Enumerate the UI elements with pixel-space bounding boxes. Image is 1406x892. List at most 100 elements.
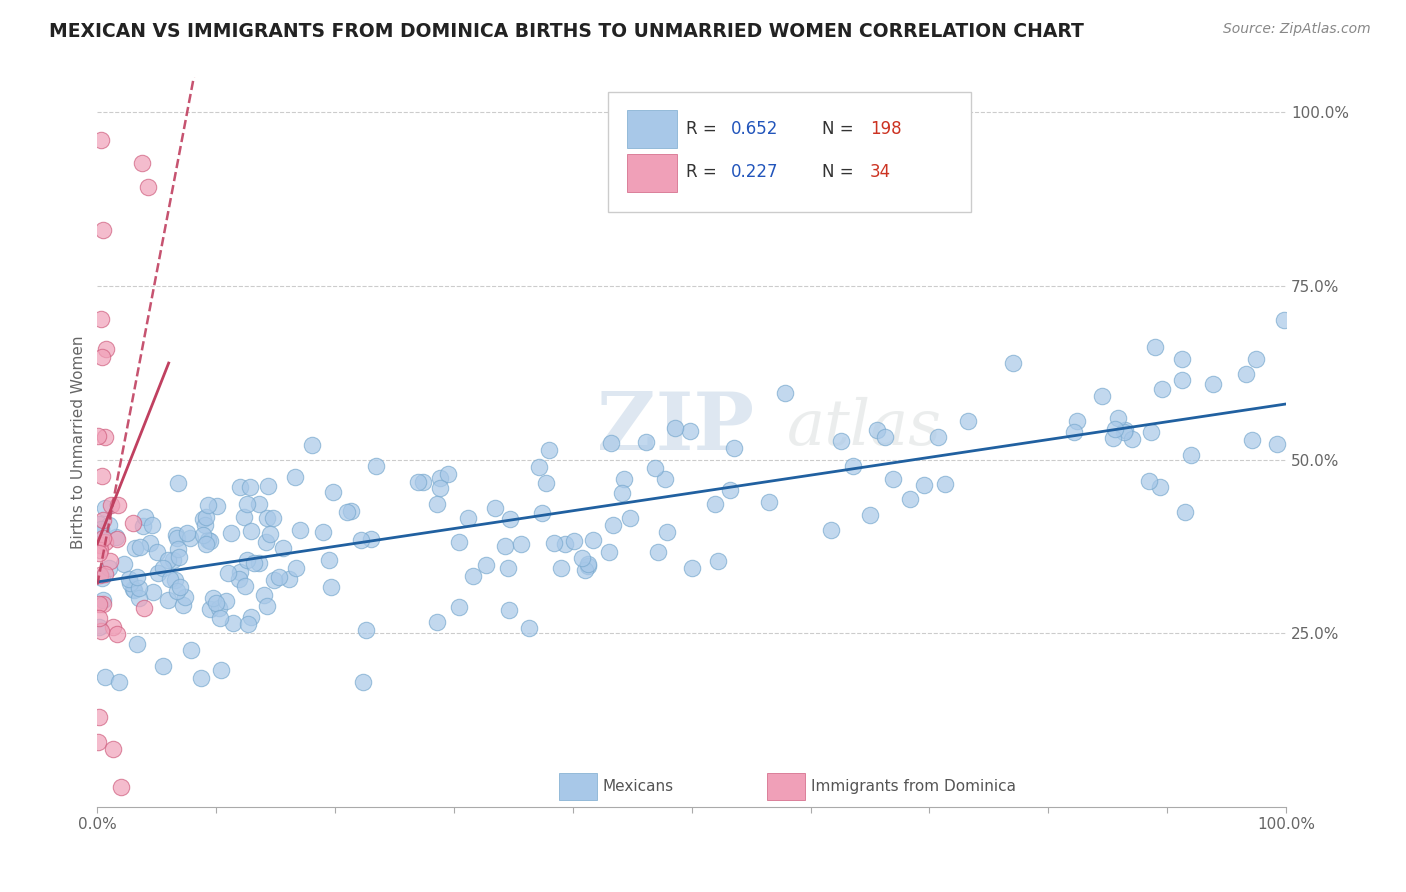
Point	[356, 623, 378, 637]
Point	[619, 511, 641, 525]
Point	[1265, 437, 1288, 451]
Point	[132, 519, 155, 533]
Point	[550, 561, 572, 575]
Point	[91, 468, 114, 483]
Point	[301, 438, 323, 452]
Point	[612, 486, 634, 500]
Point	[927, 429, 949, 443]
Point	[426, 615, 449, 629]
Point	[322, 484, 344, 499]
Point	[758, 494, 780, 508]
Point	[217, 566, 239, 581]
Point	[152, 561, 174, 575]
Point	[1149, 480, 1171, 494]
Point	[87, 528, 110, 542]
Point	[176, 525, 198, 540]
Point	[157, 593, 180, 607]
Point	[527, 460, 550, 475]
Text: R =: R =	[686, 163, 721, 181]
Point	[138, 536, 160, 550]
Point	[773, 385, 796, 400]
Point	[166, 583, 188, 598]
Point	[233, 578, 256, 592]
Point	[602, 517, 624, 532]
Point	[499, 512, 522, 526]
Point	[122, 516, 145, 531]
FancyBboxPatch shape	[558, 773, 596, 800]
Point	[159, 572, 181, 586]
Point	[94, 500, 117, 515]
Point	[519, 621, 541, 635]
Point	[1140, 425, 1163, 439]
Point	[229, 480, 252, 494]
Point	[1102, 431, 1125, 445]
Point	[200, 602, 222, 616]
Point	[681, 561, 703, 575]
Point	[259, 526, 281, 541]
Point	[875, 430, 897, 444]
Point	[718, 483, 741, 497]
Text: Source: ZipAtlas.com: Source: ZipAtlas.com	[1223, 22, 1371, 37]
Point	[120, 576, 142, 591]
Point	[882, 471, 904, 485]
Point	[256, 510, 278, 524]
Point	[236, 617, 259, 632]
Point	[107, 498, 129, 512]
Point	[89, 568, 111, 582]
Point	[97, 560, 120, 574]
Point	[174, 590, 197, 604]
Point	[110, 780, 132, 794]
Point	[179, 532, 201, 546]
Point	[1114, 423, 1136, 437]
Point	[247, 556, 270, 570]
Point	[1104, 422, 1126, 436]
Point	[1002, 356, 1025, 370]
Point	[205, 596, 228, 610]
Point	[830, 434, 852, 449]
Point	[412, 475, 434, 489]
Point	[562, 533, 585, 548]
Point	[463, 569, 485, 583]
Point	[94, 342, 117, 356]
Text: ZIP: ZIP	[596, 389, 754, 467]
Point	[214, 594, 236, 608]
Point	[197, 498, 219, 512]
Point	[89, 598, 111, 612]
Point	[202, 591, 225, 605]
Point	[142, 585, 165, 599]
Point	[94, 535, 117, 549]
Point	[91, 350, 114, 364]
Point	[599, 436, 621, 450]
FancyBboxPatch shape	[627, 111, 678, 148]
Point	[1066, 414, 1088, 428]
Point	[222, 616, 245, 631]
Point	[406, 475, 429, 490]
Point	[194, 537, 217, 551]
Point	[235, 497, 257, 511]
Point	[284, 560, 307, 574]
Text: R =: R =	[686, 120, 721, 137]
Point	[654, 472, 676, 486]
Point	[100, 498, 122, 512]
Point	[91, 513, 114, 527]
Point	[707, 554, 730, 568]
FancyBboxPatch shape	[627, 154, 678, 192]
Point	[162, 553, 184, 567]
Point	[484, 500, 506, 515]
Point	[475, 558, 498, 573]
Point	[436, 467, 458, 481]
Point	[842, 458, 865, 473]
Point	[205, 499, 228, 513]
Point	[127, 637, 149, 651]
Point	[254, 534, 277, 549]
Point	[253, 589, 276, 603]
Point	[98, 518, 121, 533]
Point	[90, 312, 112, 326]
Point	[131, 156, 153, 170]
Point	[1244, 351, 1267, 366]
FancyBboxPatch shape	[609, 92, 972, 212]
Point	[571, 551, 593, 566]
Point	[866, 423, 889, 437]
Point	[364, 459, 387, 474]
Point	[89, 538, 111, 552]
